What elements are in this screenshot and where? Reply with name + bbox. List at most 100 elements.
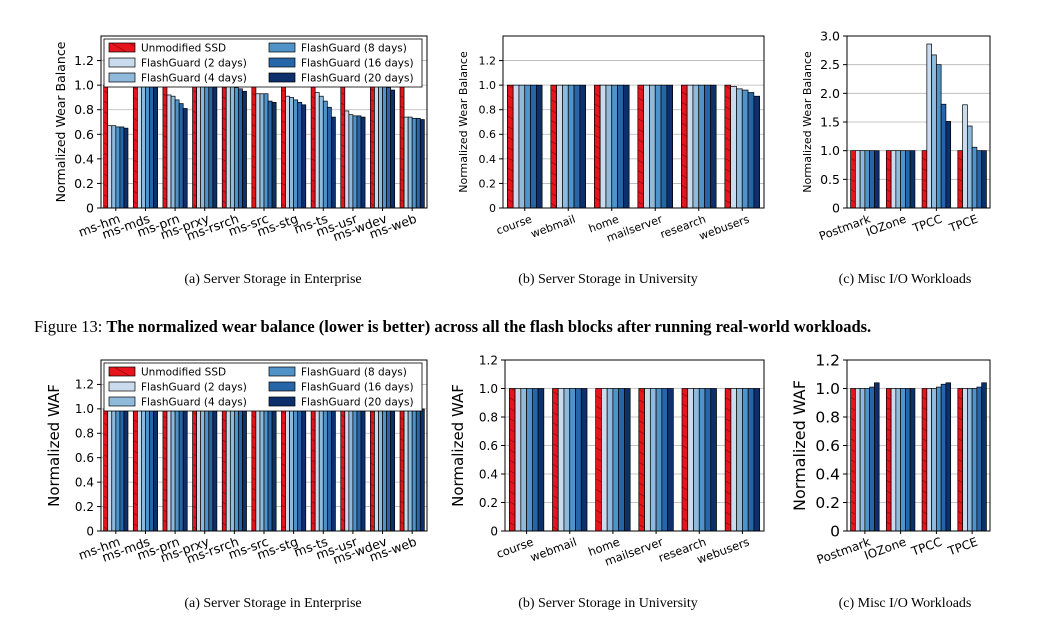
chart-3-bar-2-3 [175,409,179,531]
chart-5-bar-2-3 [936,387,941,531]
chart-3-legend-swatch-4 [269,382,295,391]
chart-5-ytick-label-3: 0.6 [815,437,840,455]
chart-1-ytick-label-4: 0.8 [479,104,497,117]
chart-3-legend-swatch-5 [269,397,295,406]
chart-0-bar-hatch-1 [133,85,137,208]
chart-1-bar-2-1 [600,85,606,208]
chart-0-bar-1-3 [145,85,149,208]
chart-2-bar-3-2 [967,126,972,208]
chart-3-bar-9-2 [378,409,382,531]
chart-1-ytick-label-5: 1.0 [479,79,497,92]
chart-3-legend-swatch-3 [269,367,295,376]
chart-3-bar-7-5 [331,409,335,531]
chart-4-bar-hatch-2 [596,389,602,532]
chart-5-ytick-label-6: 1.2 [815,352,840,370]
chart-3-bar-3-1 [197,409,201,531]
chart-4-bar-2-3 [613,389,619,532]
chart-4-bar-4-3 [699,389,705,532]
chart-0-bar-hatch-0 [104,85,108,208]
chart-0-bar-1-2 [141,85,145,208]
chart-3-bar-5-5 [272,409,276,531]
chart-3-legend-swatch-2 [109,397,135,406]
chart-1-bar-hatch-4 [681,85,687,208]
chart-0-ytick-label-3: 0.6 [74,127,94,142]
chart-2-ytick-label-5: 2.5 [820,57,840,72]
chart-1-bar-3-4 [661,85,667,208]
chart-0-bar-0-1 [108,126,112,208]
chart-3-ytick-label-4: 0.8 [75,427,94,441]
chart-2-bar-0-5 [874,151,879,208]
chart-3-bar-0-1 [108,409,112,531]
chart-2-bar-2-1 [927,44,932,208]
chart-5-bar-3-4 [977,387,982,531]
chart-1-bar-3-3 [655,85,661,208]
chart-3-bar-8-3 [353,409,357,531]
chart-3-bar-hatch-3 [193,409,197,531]
chart-4-bar-2-5 [624,389,630,532]
chart-2-bar-1-5 [910,151,915,208]
chart-0-bar-4-5 [242,91,246,208]
chart-0-bar-3-3 [205,85,209,208]
chart-0-bar-hatch-6 [281,85,285,208]
chart-4-bar-1-4 [576,389,582,532]
chart-0-bar-2-1 [167,95,171,208]
chart-1-category-label-5: webusers [697,213,751,243]
chart-5-bar-3-3 [972,389,977,532]
chart-5-category-label-2: TPCC [909,535,944,559]
chart-2-bar-3-3 [972,147,977,208]
chart-0-bar-hatch-9 [370,85,374,208]
chart-2-bar-0-4 [870,151,875,208]
chart-3-bar-0-3 [116,409,120,531]
chart-3-bar-6-3 [294,409,298,531]
chart-3-bar-9-1 [374,409,378,531]
chart-1-bar-0-1 [513,85,519,208]
chart-0-legend-swatch-4 [269,58,295,67]
chart-0-legend-swatch-3 [269,43,295,52]
chart-3-bar-7-3 [323,409,327,531]
chart-1-bar-5-3 [742,90,748,208]
chart-1-bar-4-1 [687,85,693,208]
chart-2-bar-3-5 [982,151,987,208]
chart-1-bar-2-3 [612,85,618,208]
chart-3-bar-7-2 [319,409,323,531]
chart-0-bar-hatch-8 [341,85,345,208]
chart-0-ytick-label-4: 0.8 [74,102,94,117]
chart-3-bar-hatch-4 [222,409,226,531]
chart-5-bar-hatch-0 [851,389,856,532]
chart-4-ytick-label-0: 0 [490,524,498,538]
chart-4-bar-3-2 [650,389,656,532]
chart-5-bar-1-5 [910,389,915,532]
chart-4-bar-0-4 [532,389,538,532]
chart-4-bar-5-5 [754,389,760,532]
chart-5-ytick-label-1: 0.2 [815,494,840,512]
chart-2-bar-hatch-2 [922,151,927,208]
chart-0-bar-8-3 [353,116,357,208]
chart-0-bar-hatch-4 [222,85,226,208]
chart-1-bar-3-2 [649,85,655,208]
chart-0-bar-0-5 [124,128,128,208]
chart-0-bar-hatch-3 [193,85,197,208]
chart-5-bar-1-2 [896,389,901,532]
chart-1-bar-1-4 [574,85,580,208]
chart-1-ylabel: Normalized Wear Balance [457,51,470,193]
chart-0-bar-5-5 [272,102,276,208]
chart-0-legend-label-3: FlashGuard (8 days) [301,43,407,55]
chart-1-bar-4-3 [699,85,705,208]
chart-3-bar-0-5 [124,409,128,531]
chart-3-bar-hatch-9 [370,409,374,531]
chart-2-bar-1-2 [896,151,901,208]
chart-1-bar-4-5 [710,85,716,208]
chart-1-bar-hatch-2 [594,85,600,208]
chart-0-legend-swatch-5 [269,73,295,82]
chart-2-bar-0-2 [860,151,865,208]
chart-1-ytick-label-3: 0.6 [479,128,497,141]
chart-5-bar-3-2 [967,389,972,532]
chart-3-bar-10-3 [412,409,416,531]
chart-5-bar-1-4 [905,389,910,532]
chart-0-bar-3-5 [213,85,217,208]
chart-4-bar-1-2 [564,389,570,532]
chart-1-ytick-label-1: 0.2 [479,177,497,190]
chart-0-bar-hatch-2 [163,85,167,208]
chart-0-bar-8-1 [345,111,349,208]
